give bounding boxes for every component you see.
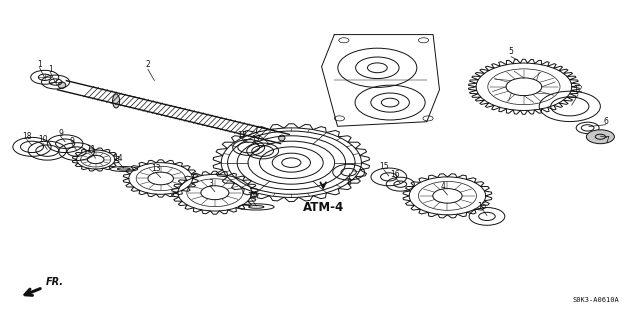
Text: ATM-4: ATM-4 [303,201,344,214]
Text: 15: 15 [379,162,388,171]
Text: 17: 17 [237,131,247,140]
Ellipse shape [113,94,120,108]
Text: 10: 10 [38,135,47,145]
Ellipse shape [58,82,66,88]
Text: FR.: FR. [46,277,64,286]
Text: 16: 16 [390,170,400,179]
Text: 9: 9 [58,129,63,138]
Text: 1: 1 [37,60,42,69]
Text: 17: 17 [252,135,261,145]
Text: 2: 2 [145,60,150,69]
Text: 14: 14 [113,154,123,163]
Text: 18: 18 [22,132,31,141]
Text: 12: 12 [573,85,583,94]
Text: 4: 4 [440,182,445,191]
Text: 9: 9 [70,137,74,146]
Text: S0K3-A0610A: S0K3-A0610A [573,297,620,303]
Text: 8: 8 [346,178,351,187]
Text: 6: 6 [603,117,608,126]
Text: 14: 14 [247,192,257,201]
Text: 7: 7 [604,136,609,145]
Text: 13: 13 [151,165,161,174]
Ellipse shape [278,135,285,141]
Text: 5: 5 [509,48,514,56]
Text: 3: 3 [208,179,213,188]
Text: 1: 1 [48,65,53,74]
Text: 11: 11 [86,145,95,153]
Circle shape [586,130,614,144]
Text: 15: 15 [477,202,487,211]
